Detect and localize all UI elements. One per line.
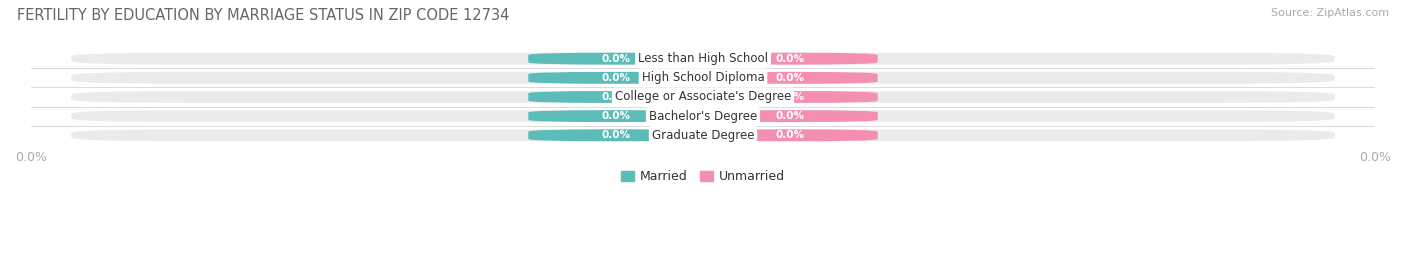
Text: 0.0%: 0.0% [602,92,630,102]
Text: Less than High School: Less than High School [638,52,768,65]
Text: 0.0%: 0.0% [602,54,630,64]
FancyBboxPatch shape [72,129,1334,141]
Text: FERTILITY BY EDUCATION BY MARRIAGE STATUS IN ZIP CODE 12734: FERTILITY BY EDUCATION BY MARRIAGE STATU… [17,8,509,23]
FancyBboxPatch shape [72,53,1334,65]
FancyBboxPatch shape [703,53,877,65]
FancyBboxPatch shape [72,72,1334,84]
Text: College or Associate's Degree: College or Associate's Degree [614,91,792,103]
Text: Bachelor's Degree: Bachelor's Degree [650,110,756,123]
FancyBboxPatch shape [529,91,703,103]
Text: High School Diploma: High School Diploma [641,71,765,84]
FancyBboxPatch shape [529,129,703,141]
FancyBboxPatch shape [529,110,703,122]
Text: 0.0%: 0.0% [776,73,804,83]
Text: 0.0%: 0.0% [776,54,804,64]
Text: Graduate Degree: Graduate Degree [652,129,754,142]
Text: 0.0%: 0.0% [602,130,630,140]
FancyBboxPatch shape [703,72,877,84]
Text: 0.0%: 0.0% [776,130,804,140]
Text: 0.0%: 0.0% [776,111,804,121]
FancyBboxPatch shape [529,72,703,84]
Text: 0.0%: 0.0% [602,111,630,121]
Legend: Married, Unmarried: Married, Unmarried [616,165,790,188]
FancyBboxPatch shape [703,129,877,141]
Text: Source: ZipAtlas.com: Source: ZipAtlas.com [1271,8,1389,18]
Text: 0.0%: 0.0% [776,92,804,102]
Text: 0.0%: 0.0% [602,73,630,83]
FancyBboxPatch shape [703,110,877,122]
FancyBboxPatch shape [72,110,1334,122]
FancyBboxPatch shape [72,91,1334,103]
FancyBboxPatch shape [529,53,703,65]
FancyBboxPatch shape [703,91,877,103]
